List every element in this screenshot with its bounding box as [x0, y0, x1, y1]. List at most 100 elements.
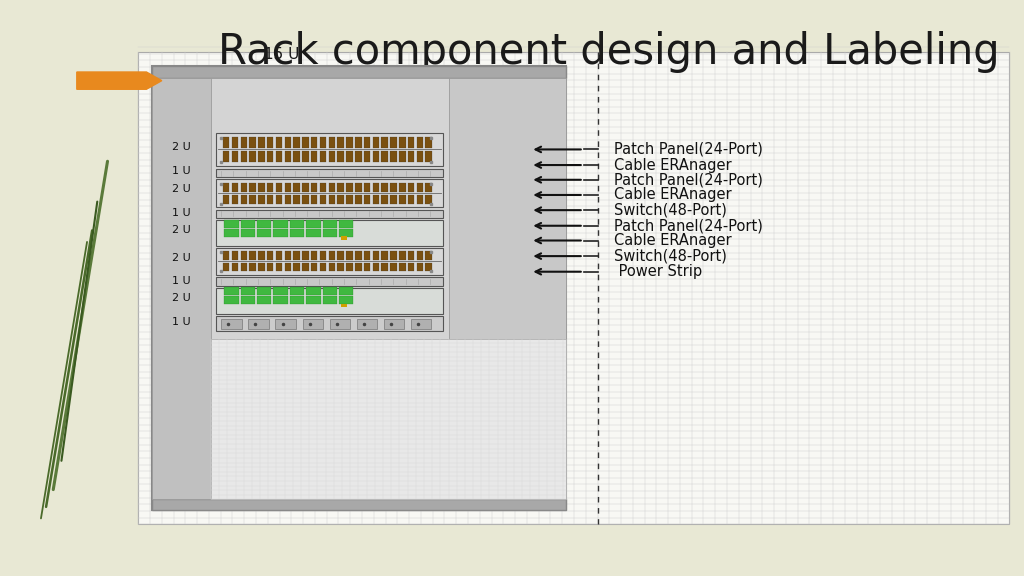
Text: Cable ERAnager: Cable ERAnager — [614, 187, 732, 203]
Bar — [258, 183, 264, 192]
Bar — [273, 287, 288, 295]
Bar — [382, 252, 388, 260]
Bar — [273, 220, 288, 228]
Bar — [449, 78, 566, 499]
Bar — [138, 52, 1009, 524]
Text: 15 U: 15 U — [264, 47, 299, 62]
Text: Cable ERAnager: Cable ERAnager — [614, 158, 732, 173]
Bar — [382, 195, 388, 203]
Text: 2 U: 2 U — [172, 184, 190, 195]
Bar — [373, 252, 379, 260]
Bar — [293, 263, 300, 271]
Bar — [330, 319, 350, 328]
Bar — [417, 137, 423, 148]
Bar — [211, 339, 566, 499]
Bar — [216, 316, 443, 331]
Bar — [355, 195, 361, 203]
Bar — [302, 195, 308, 203]
Bar — [319, 137, 327, 148]
Bar — [390, 195, 396, 203]
Bar — [341, 304, 347, 308]
Bar — [258, 151, 264, 162]
Bar — [224, 229, 239, 237]
Text: Rack component design and Labeling: Rack component design and Labeling — [218, 31, 1000, 73]
Bar — [257, 220, 271, 228]
Bar — [408, 195, 415, 203]
Bar — [285, 183, 291, 192]
Bar — [323, 229, 337, 237]
Bar — [329, 263, 335, 271]
Bar — [417, 263, 423, 271]
Bar — [311, 252, 317, 260]
Bar — [337, 137, 344, 148]
Bar — [382, 151, 388, 162]
Bar — [267, 137, 273, 148]
Text: 2 U: 2 U — [172, 225, 190, 234]
Bar — [346, 263, 352, 271]
Bar — [373, 151, 379, 162]
Bar — [275, 319, 296, 328]
Bar — [364, 183, 371, 192]
Bar — [311, 137, 317, 148]
Bar — [382, 263, 388, 271]
Bar — [267, 151, 273, 162]
Bar — [337, 252, 344, 260]
Bar — [311, 151, 317, 162]
Bar — [426, 183, 432, 192]
Bar — [231, 195, 239, 203]
Bar — [390, 137, 396, 148]
Bar — [311, 183, 317, 192]
Bar — [216, 248, 443, 275]
Bar — [337, 183, 344, 192]
Text: 2 U: 2 U — [172, 253, 190, 263]
Bar — [216, 220, 443, 247]
Bar — [364, 263, 371, 271]
Bar — [293, 252, 300, 260]
Bar — [241, 151, 247, 162]
Bar — [285, 252, 291, 260]
Bar — [211, 78, 449, 499]
Bar — [290, 229, 304, 237]
Bar — [241, 183, 247, 192]
Bar — [417, 252, 423, 260]
Bar — [355, 151, 361, 162]
Bar — [408, 137, 415, 148]
Bar — [364, 151, 371, 162]
Bar — [302, 263, 308, 271]
Bar — [241, 220, 255, 228]
Bar — [399, 183, 406, 192]
Bar — [303, 319, 323, 328]
Bar — [267, 263, 273, 271]
Bar — [249, 183, 256, 192]
Bar — [249, 252, 256, 260]
Bar — [241, 137, 247, 148]
Bar — [216, 210, 443, 218]
Bar — [223, 195, 229, 203]
Bar — [241, 195, 247, 203]
Bar — [241, 252, 247, 260]
Bar — [408, 263, 415, 271]
Bar — [323, 297, 337, 304]
Bar — [275, 252, 283, 260]
Bar — [152, 499, 566, 510]
Bar — [339, 287, 353, 295]
Bar — [275, 151, 283, 162]
Bar — [426, 263, 432, 271]
Bar — [231, 263, 239, 271]
Bar — [249, 263, 256, 271]
Bar — [223, 183, 229, 192]
Text: Cable ERAnager: Cable ERAnager — [614, 233, 732, 248]
Bar — [275, 183, 283, 192]
Text: 2 U: 2 U — [172, 142, 190, 152]
Bar — [357, 319, 377, 328]
Bar — [249, 151, 256, 162]
Bar — [426, 195, 432, 203]
Bar — [408, 252, 415, 260]
Bar — [408, 151, 415, 162]
Bar — [302, 183, 308, 192]
Bar — [216, 288, 443, 314]
Bar — [306, 297, 321, 304]
Text: 1 U: 1 U — [172, 208, 190, 218]
Bar — [355, 263, 361, 271]
Bar — [241, 287, 255, 295]
